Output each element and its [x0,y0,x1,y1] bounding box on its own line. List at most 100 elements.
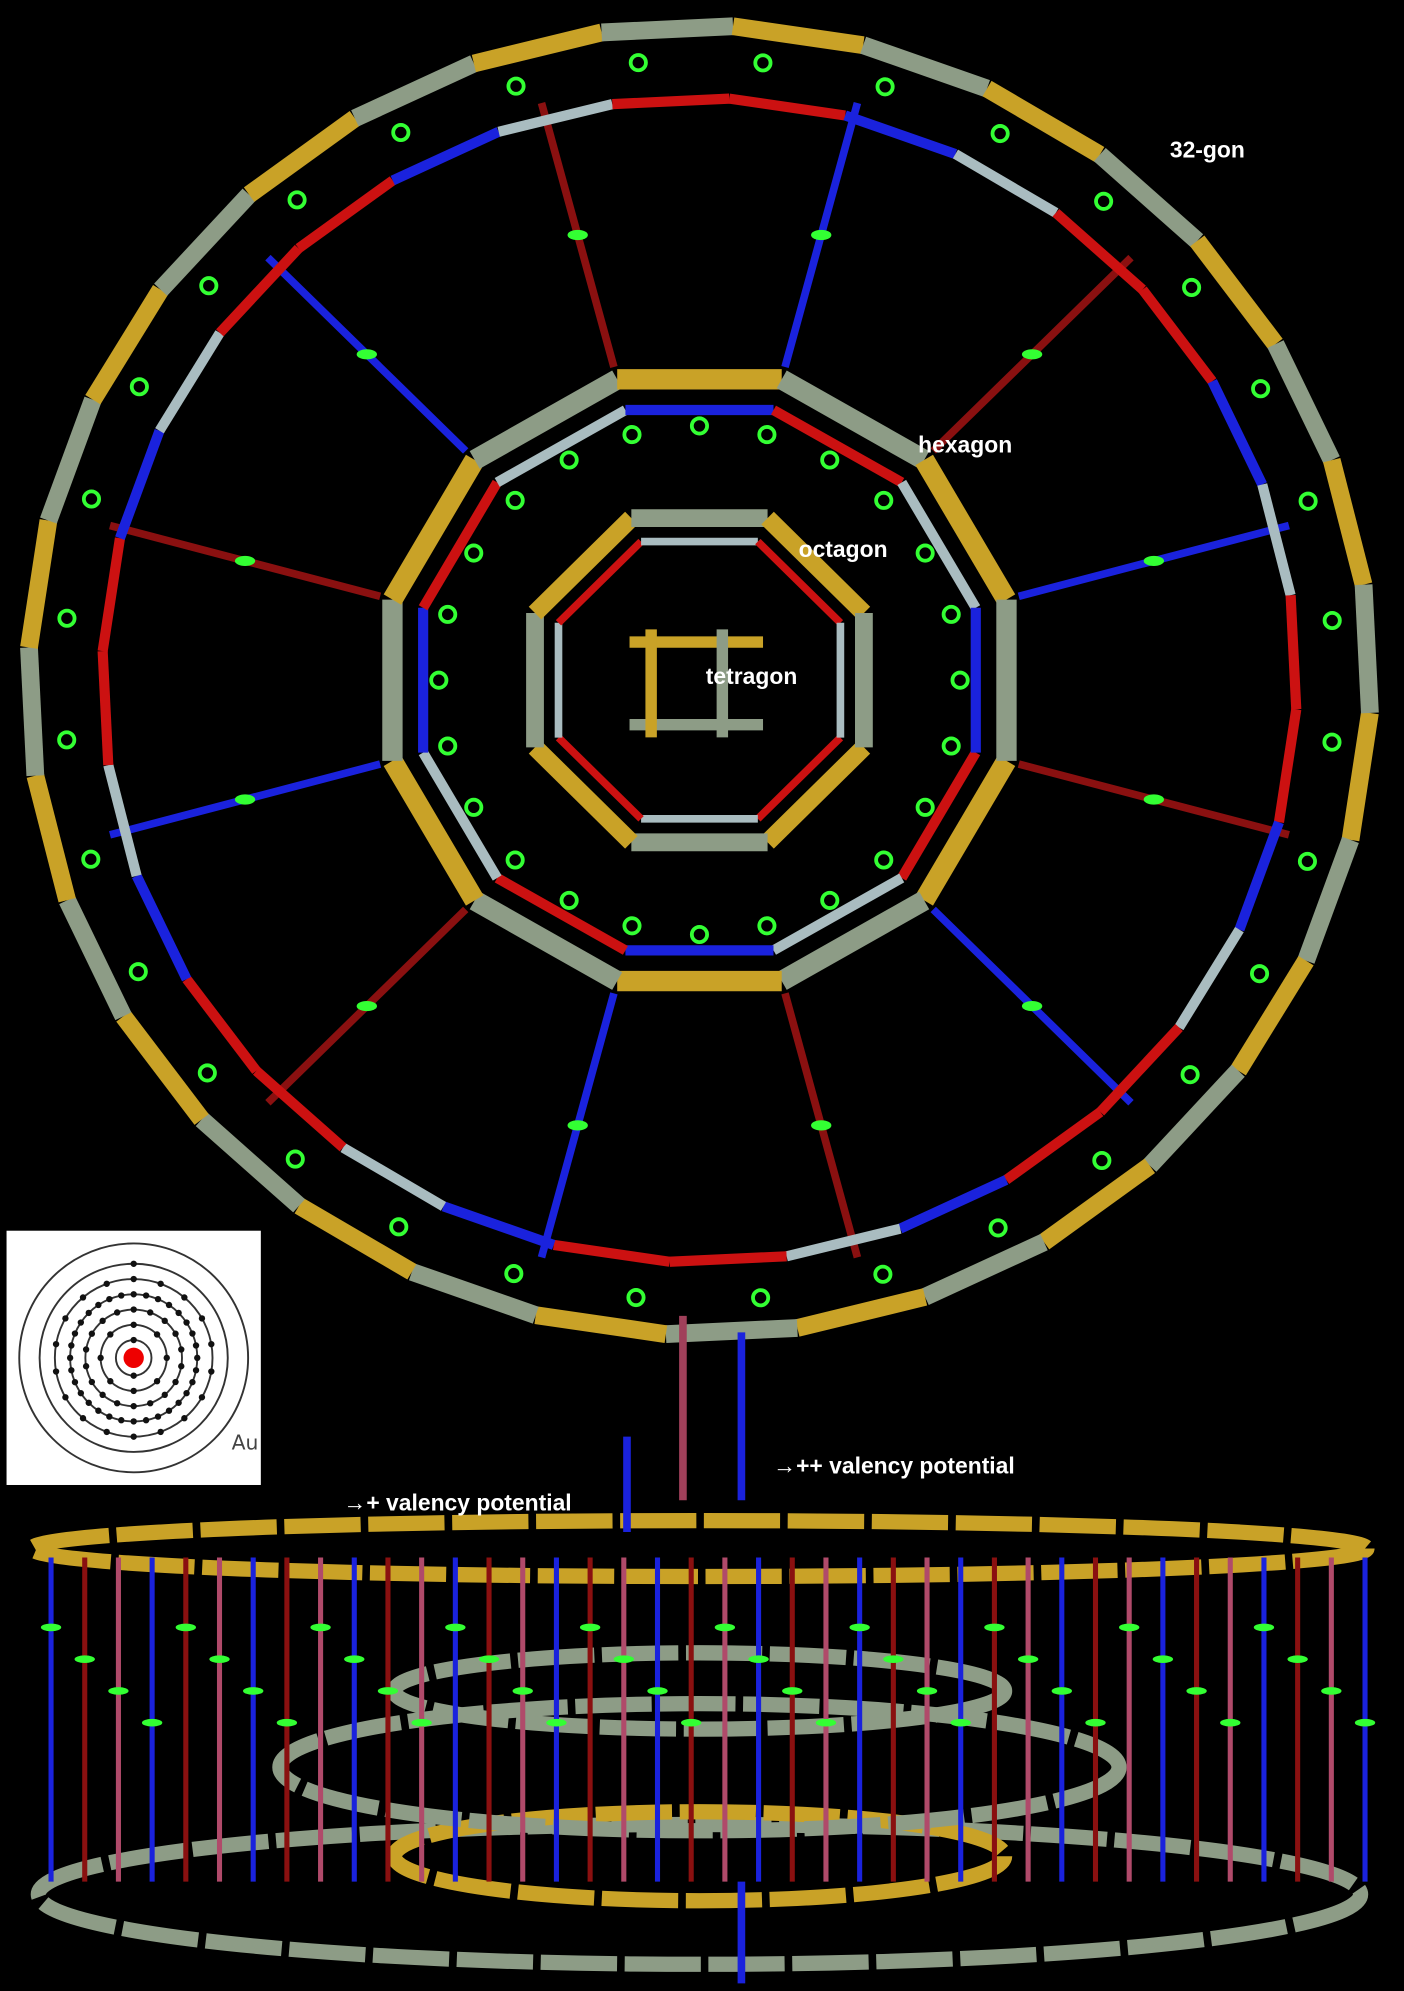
ring-segment [1038,1158,1156,1250]
ring-segment [182,976,261,1074]
electron [85,1399,92,1406]
node [1051,1687,1072,1695]
ring-segment [915,755,1016,906]
electron [107,1378,114,1385]
ring-segment [534,1306,668,1343]
side-ring [24,1512,1375,1585]
node [849,1623,870,1632]
electron [52,1340,60,1348]
node [748,1655,769,1663]
annotation: →++ valency potential [773,1453,1015,1479]
electron [79,1415,87,1422]
ring-segment [1257,483,1296,597]
electron [130,1387,137,1395]
electron [175,1399,182,1406]
ring-segment [1143,1064,1245,1172]
ring-segment [97,650,114,766]
node [622,916,642,936]
node [875,77,895,97]
node [567,229,588,241]
node [622,425,642,445]
node [984,1623,1005,1632]
node [438,604,458,624]
node [1321,1687,1342,1695]
electron [172,1378,179,1386]
electron [71,1378,79,1386]
node [647,1687,668,1695]
node [1119,1623,1140,1632]
electron [68,1367,75,1374]
node [81,849,101,869]
electron [79,1294,87,1301]
electron [85,1309,92,1317]
node [757,916,777,936]
node [1253,1623,1275,1632]
electron [178,1363,185,1370]
ring-segment [441,1201,556,1250]
electron [142,1292,150,1299]
ring-segment [1096,1024,1183,1116]
electron [163,1354,170,1362]
electron [189,1378,196,1386]
ring-segment [20,519,58,649]
node [141,1718,163,1727]
node [941,736,961,756]
ring-segment [1003,1107,1104,1185]
electron [142,1417,150,1424]
ring-segment [351,55,478,127]
ring-segment [555,538,644,626]
node [626,1287,646,1308]
ring-segment [952,149,1059,218]
node [1152,1655,1174,1663]
node [1250,964,1270,984]
node [546,1718,567,1727]
ring-segment [252,1067,347,1152]
node [411,1718,432,1727]
node [1180,1065,1200,1085]
ring-segment [669,1251,787,1267]
electron [165,1407,173,1414]
side-view [24,1315,1376,1984]
ring-segment [761,740,871,849]
electron [130,1321,137,1328]
ring-segment [755,734,844,822]
electron [130,1291,137,1298]
ring-segment [471,23,604,73]
electron [113,1309,121,1316]
node [197,1063,217,1083]
electron [198,1394,206,1401]
ring-segment [26,773,76,903]
node [820,450,840,470]
ring-segment [469,370,623,469]
electron [147,1309,154,1316]
node [128,962,148,982]
node [579,1623,601,1632]
top-view [20,17,1379,1344]
au-inset: Au [6,1230,261,1485]
electron [181,1415,188,1422]
ring-segment [1297,836,1359,964]
node [1297,851,1317,871]
electron [130,1306,137,1313]
node [1182,277,1202,298]
node [714,1623,736,1632]
ring-segment [770,405,905,487]
ring-segment [982,80,1105,163]
electron [82,1346,90,1353]
node [811,229,832,241]
node [310,1623,331,1632]
side-ring [272,1696,1127,1839]
electron [175,1309,182,1317]
node [883,1655,904,1663]
node [1251,379,1271,399]
ring-segment [1323,457,1373,587]
node [199,276,219,296]
electron [181,1294,188,1301]
electron [178,1346,185,1353]
node [40,1623,62,1632]
electron [68,1342,75,1349]
ring-segment [115,428,165,540]
electron [157,1428,164,1436]
node [74,1655,95,1663]
